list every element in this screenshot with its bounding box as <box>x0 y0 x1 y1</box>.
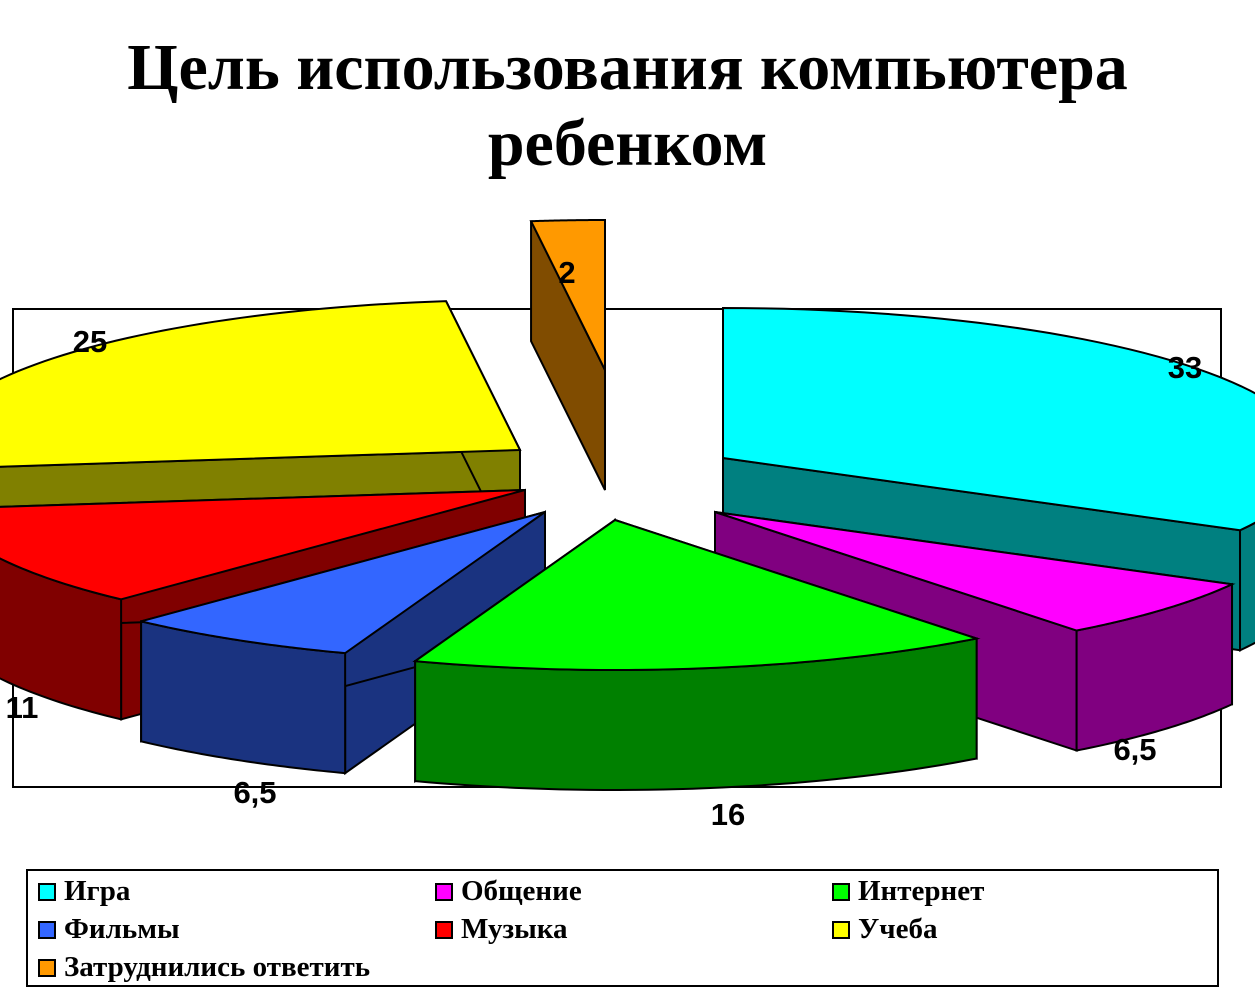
legend-label-2: Общение <box>461 875 582 907</box>
pie-slice-1-top <box>722 306 1255 532</box>
legend-swatch-5 <box>435 920 453 939</box>
chart-title-line-2: ребенком <box>487 107 768 180</box>
legend-item-6: Учеба <box>832 913 938 946</box>
legend-label-5: Музыка <box>461 913 568 945</box>
data-label-6: 25 <box>73 324 107 359</box>
legend-item-3: Интернет <box>832 875 984 908</box>
pie-slice-7-top <box>529 219 606 371</box>
legend-label-3: Интернет <box>858 875 985 907</box>
pie-slice-1-wall <box>1239 521 1255 652</box>
data-label-2: 6,5 <box>1113 732 1156 767</box>
data-label-4: 6,5 <box>233 775 276 810</box>
data-label-1: 33 <box>1168 350 1202 385</box>
legend-swatch-7 <box>38 958 56 977</box>
legend-swatch-1 <box>38 882 56 901</box>
legend-label-7: Затруднились ответить <box>64 951 371 983</box>
legend-item-2: Общение <box>435 875 582 908</box>
legend-swatch-6 <box>832 920 850 939</box>
data-label-5: 11 <box>6 690 39 725</box>
pie-slice-4-top <box>140 511 546 655</box>
legend-item-5: Музыка <box>435 913 568 946</box>
legend-swatch-2 <box>435 882 453 901</box>
data-label-7: 2 <box>558 255 575 290</box>
legend-swatch-4 <box>38 920 56 939</box>
pie-slice-5-top <box>0 489 526 601</box>
chart-title: Цель использования компьютера ребенком <box>0 30 1255 182</box>
pie-slice-6-top <box>0 300 522 468</box>
legend-label-6: Учеба <box>858 913 938 945</box>
data-label-3: 16 <box>711 797 745 832</box>
pie-slice-2-top <box>714 511 1236 632</box>
chart-legend: Игра Общение Интернет Фильмы Музыка Учеба Затр… <box>26 869 1219 987</box>
legend-item-4: Фильмы <box>38 913 180 946</box>
pie-slice-3 <box>412 518 981 791</box>
legend-swatch-3 <box>832 882 850 901</box>
legend-item-1: Игра <box>38 875 130 908</box>
legend-label-4: Фильмы <box>64 913 180 945</box>
chart-title-line-1: Цель использования компьютера <box>127 31 1128 104</box>
legend-label-1: Игра <box>64 875 131 907</box>
legend-item-7: Затруднились ответить <box>38 951 370 984</box>
pie-slice-7 <box>529 219 606 491</box>
pie-slice-3-top <box>412 518 981 671</box>
